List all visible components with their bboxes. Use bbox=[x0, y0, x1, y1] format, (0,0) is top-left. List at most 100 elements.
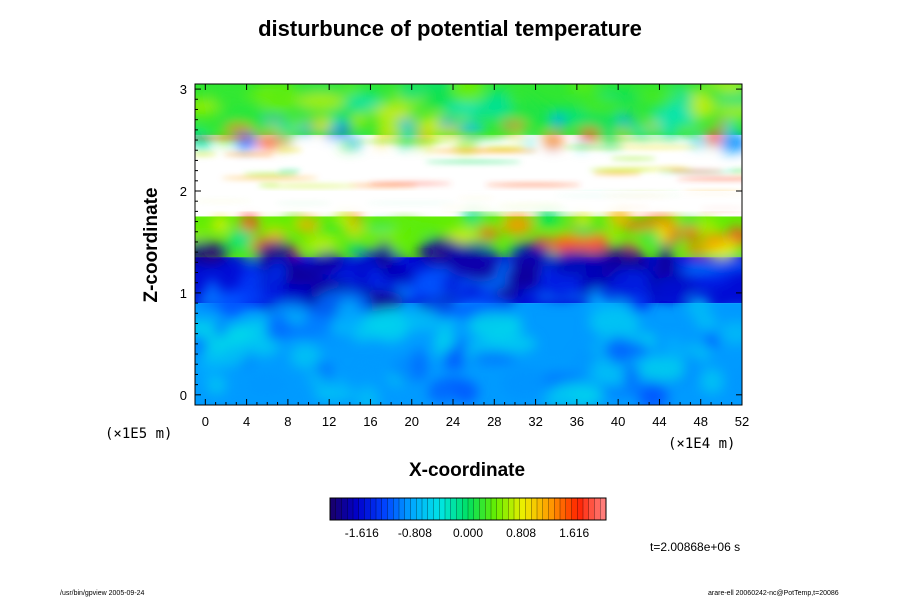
field-blob bbox=[679, 261, 720, 273]
field-blob bbox=[607, 209, 631, 227]
field-blob bbox=[686, 296, 712, 319]
field-blob bbox=[573, 226, 591, 236]
colorbar-frame bbox=[329, 497, 607, 521]
colorbar-segment bbox=[548, 498, 555, 520]
field-streak bbox=[435, 149, 533, 152]
field-blob bbox=[312, 251, 345, 273]
x-tick-label: 48 bbox=[693, 414, 707, 429]
colorbar-segment bbox=[571, 498, 578, 520]
x-tick-label: 52 bbox=[735, 414, 749, 429]
field-blob bbox=[403, 382, 429, 394]
field-blob bbox=[501, 367, 547, 399]
field-streak bbox=[485, 146, 525, 150]
colorbar-tick-label: -1.616 bbox=[345, 526, 379, 540]
field-blob bbox=[336, 298, 362, 334]
field-blob bbox=[255, 240, 298, 276]
field-blob bbox=[482, 212, 505, 229]
colorbar-segment bbox=[393, 498, 400, 520]
field-blob bbox=[195, 240, 232, 265]
y-tick-label: 2 bbox=[180, 184, 187, 199]
field-blob bbox=[507, 242, 551, 270]
field-blob bbox=[716, 93, 742, 107]
x-tick-label: 24 bbox=[446, 414, 460, 429]
field-blob bbox=[533, 209, 561, 229]
colorbar-segment bbox=[594, 498, 601, 520]
field-blob bbox=[379, 267, 418, 285]
field-blob bbox=[682, 351, 701, 385]
field-blob bbox=[549, 249, 609, 277]
field-blob bbox=[442, 102, 481, 115]
colorbar-segment bbox=[450, 498, 457, 520]
colorbar-segment bbox=[583, 498, 590, 520]
field-blob bbox=[256, 134, 281, 150]
colorbar-segment bbox=[416, 498, 423, 520]
field-blob bbox=[701, 231, 727, 249]
field-blob bbox=[325, 126, 336, 140]
field-blob bbox=[331, 378, 348, 394]
field-blob bbox=[703, 334, 721, 348]
colorbar-segment bbox=[410, 498, 417, 520]
colorbar-segment bbox=[370, 498, 377, 520]
colorbar: -1.616 -0.808 0.000 0.808 1.616 bbox=[329, 497, 607, 540]
x-tick-label: 28 bbox=[487, 414, 501, 429]
field-blob bbox=[262, 117, 287, 124]
x-tick-label: 4 bbox=[243, 414, 250, 429]
colorbar-segment bbox=[554, 498, 561, 520]
colorbar-segment bbox=[456, 498, 463, 520]
field-streak bbox=[592, 172, 642, 175]
field-blob bbox=[623, 362, 640, 389]
colorbar-tick-label: 0.000 bbox=[453, 526, 483, 540]
field-blob bbox=[693, 219, 718, 231]
field-blob bbox=[352, 114, 364, 128]
field-blob bbox=[377, 131, 403, 139]
field-blob bbox=[234, 134, 258, 150]
field-blob bbox=[223, 100, 264, 132]
field-blob bbox=[620, 222, 655, 230]
x-tick-label: 36 bbox=[570, 414, 584, 429]
colorbar-segment bbox=[427, 498, 434, 520]
field-blob bbox=[307, 371, 326, 385]
colorbar-segment bbox=[335, 498, 342, 520]
field-blob bbox=[550, 235, 582, 250]
field-blob bbox=[684, 103, 717, 115]
colorbar-segment bbox=[600, 498, 607, 520]
field-blob bbox=[578, 128, 601, 142]
field-streak bbox=[669, 169, 724, 173]
field-blob bbox=[242, 88, 294, 105]
colorbar-segment bbox=[364, 498, 371, 520]
field-blob bbox=[447, 124, 458, 139]
x-axis-label: X-coordinate bbox=[408, 460, 526, 481]
field-streak bbox=[730, 169, 742, 173]
field-blob bbox=[542, 392, 577, 405]
colorbar-segment bbox=[496, 498, 503, 520]
field-blob bbox=[348, 212, 362, 224]
colorbar-segment bbox=[473, 498, 480, 520]
colorbar-segment bbox=[445, 498, 452, 520]
field-streak bbox=[277, 148, 303, 152]
field-streak bbox=[681, 134, 703, 137]
field-streak bbox=[195, 153, 218, 156]
colorbar-segment bbox=[502, 498, 509, 520]
field-blob bbox=[336, 122, 350, 139]
x-tick-label: 0 bbox=[202, 414, 209, 429]
field-blob bbox=[520, 139, 538, 146]
field-streak bbox=[562, 146, 627, 149]
field-blob bbox=[387, 219, 422, 229]
field-blob bbox=[703, 130, 725, 145]
field-blob bbox=[577, 274, 609, 290]
colorbar-segment bbox=[330, 498, 337, 520]
footer-command: /usr/bin/gpview 2005-09-24 bbox=[60, 590, 145, 597]
colorbar-segment bbox=[462, 498, 469, 520]
field-blob bbox=[700, 368, 724, 394]
colorbar-segment bbox=[485, 498, 492, 520]
field-blob bbox=[462, 206, 485, 228]
field-blob bbox=[493, 286, 519, 301]
field-blob bbox=[500, 121, 527, 130]
field-blob bbox=[617, 114, 635, 125]
field-blob bbox=[354, 386, 380, 405]
field-blob bbox=[204, 279, 221, 305]
field-blob bbox=[638, 382, 668, 405]
y-tick-label: 1 bbox=[180, 286, 187, 301]
field-blob bbox=[512, 131, 523, 142]
colorbar-segment bbox=[358, 498, 365, 520]
